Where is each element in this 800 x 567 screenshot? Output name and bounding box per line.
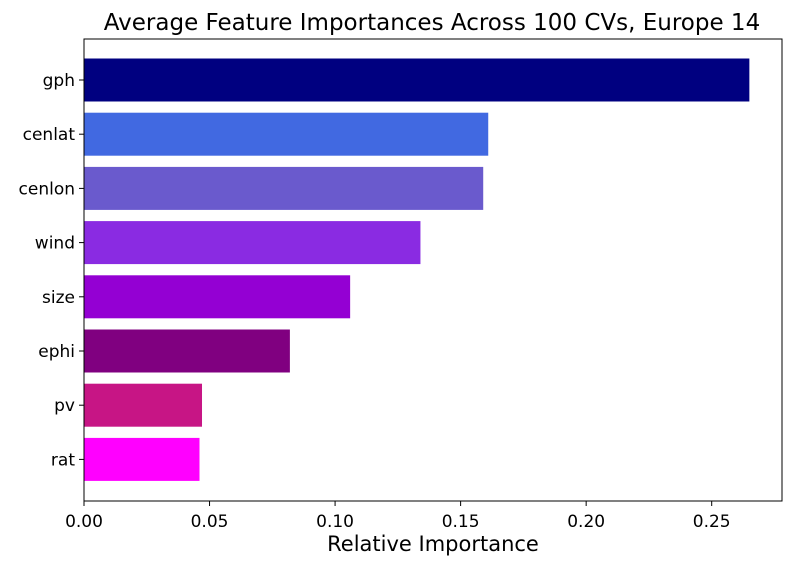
bar-gph [84, 58, 750, 102]
plot-frame [83, 38, 783, 502]
bar-cenlon [84, 166, 484, 210]
chart-title: Average Feature Importances Across 100 C… [104, 10, 760, 36]
y-tick-label: size [42, 288, 75, 308]
y-tick-label: cenlon [19, 179, 75, 199]
y-tick-label: ephi [38, 342, 75, 362]
x-tick-label: 0.00 [65, 512, 103, 532]
x-tick-label: 0.05 [191, 512, 229, 532]
bar-ephi [84, 329, 290, 373]
x-tick-label: 0.20 [567, 512, 605, 532]
bar-cenlat [84, 112, 489, 156]
y-tick-label: rat [51, 450, 75, 470]
y-tick-label: gph [43, 71, 75, 91]
bar-rat [84, 437, 200, 481]
bar-pv [84, 383, 203, 427]
y-tick-label: wind [35, 234, 75, 254]
x-tick-label: 0.10 [316, 512, 354, 532]
x-tick-label: 0.15 [442, 512, 480, 532]
bar-wind [84, 221, 421, 265]
x-axis-label: Relative Importance [327, 532, 539, 556]
x-axis-ticks: 0.00 0.05 0.10 0.15 0.20 0.25 [65, 501, 731, 532]
bar-size [84, 275, 351, 319]
x-tick-label: 0.25 [693, 512, 731, 532]
bars-layer [84, 58, 750, 481]
y-tick-label: cenlat [23, 125, 76, 145]
y-axis-ticks: gph cenlat cenlon wind size ephi pv rat [19, 71, 84, 470]
y-tick-label: pv [54, 396, 75, 416]
